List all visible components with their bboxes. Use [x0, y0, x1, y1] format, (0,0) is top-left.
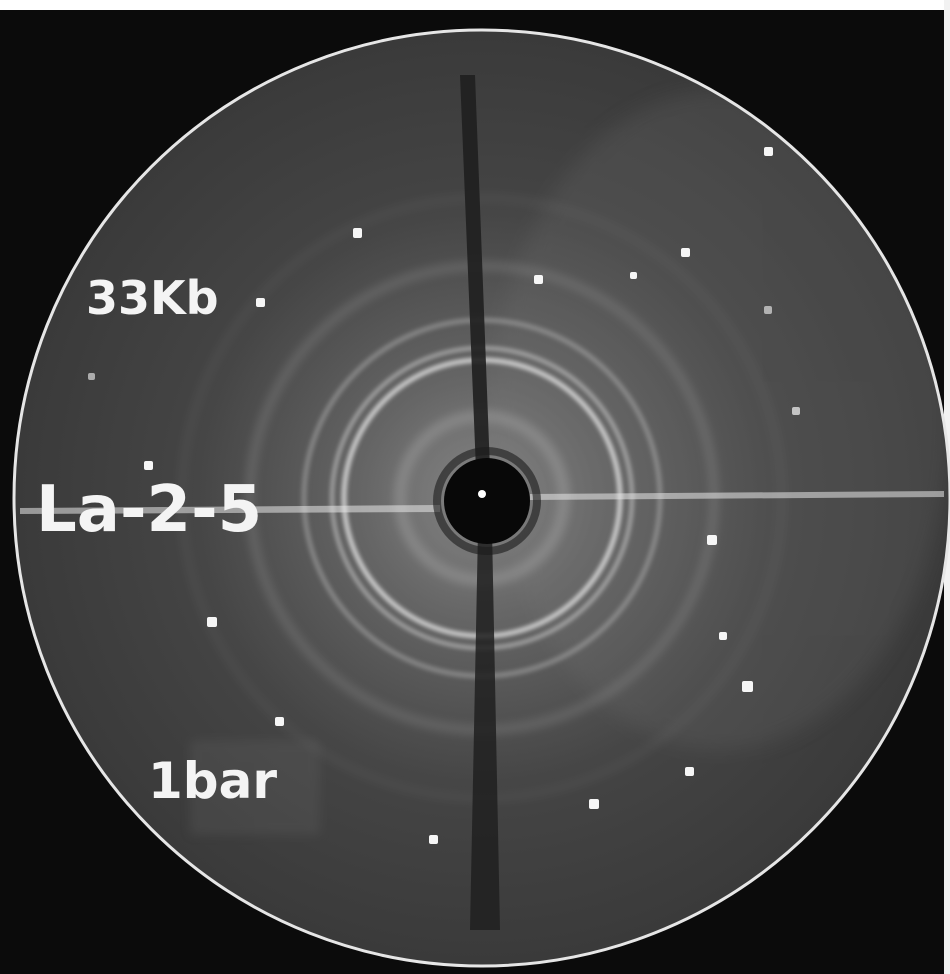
direct-beam-hole — [478, 490, 486, 498]
beamstop-wires — [20, 75, 944, 930]
diffraction-spots — [88, 147, 800, 844]
sample-label: La-2-5 — [36, 473, 262, 547]
pressure-label: 1bar — [148, 752, 277, 810]
top-white-edge — [0, 0, 950, 10]
film-rim — [12, 28, 950, 968]
dose-label: 33Kb — [86, 271, 219, 325]
beamstop — [444, 458, 530, 544]
film-disc — [14, 30, 950, 966]
